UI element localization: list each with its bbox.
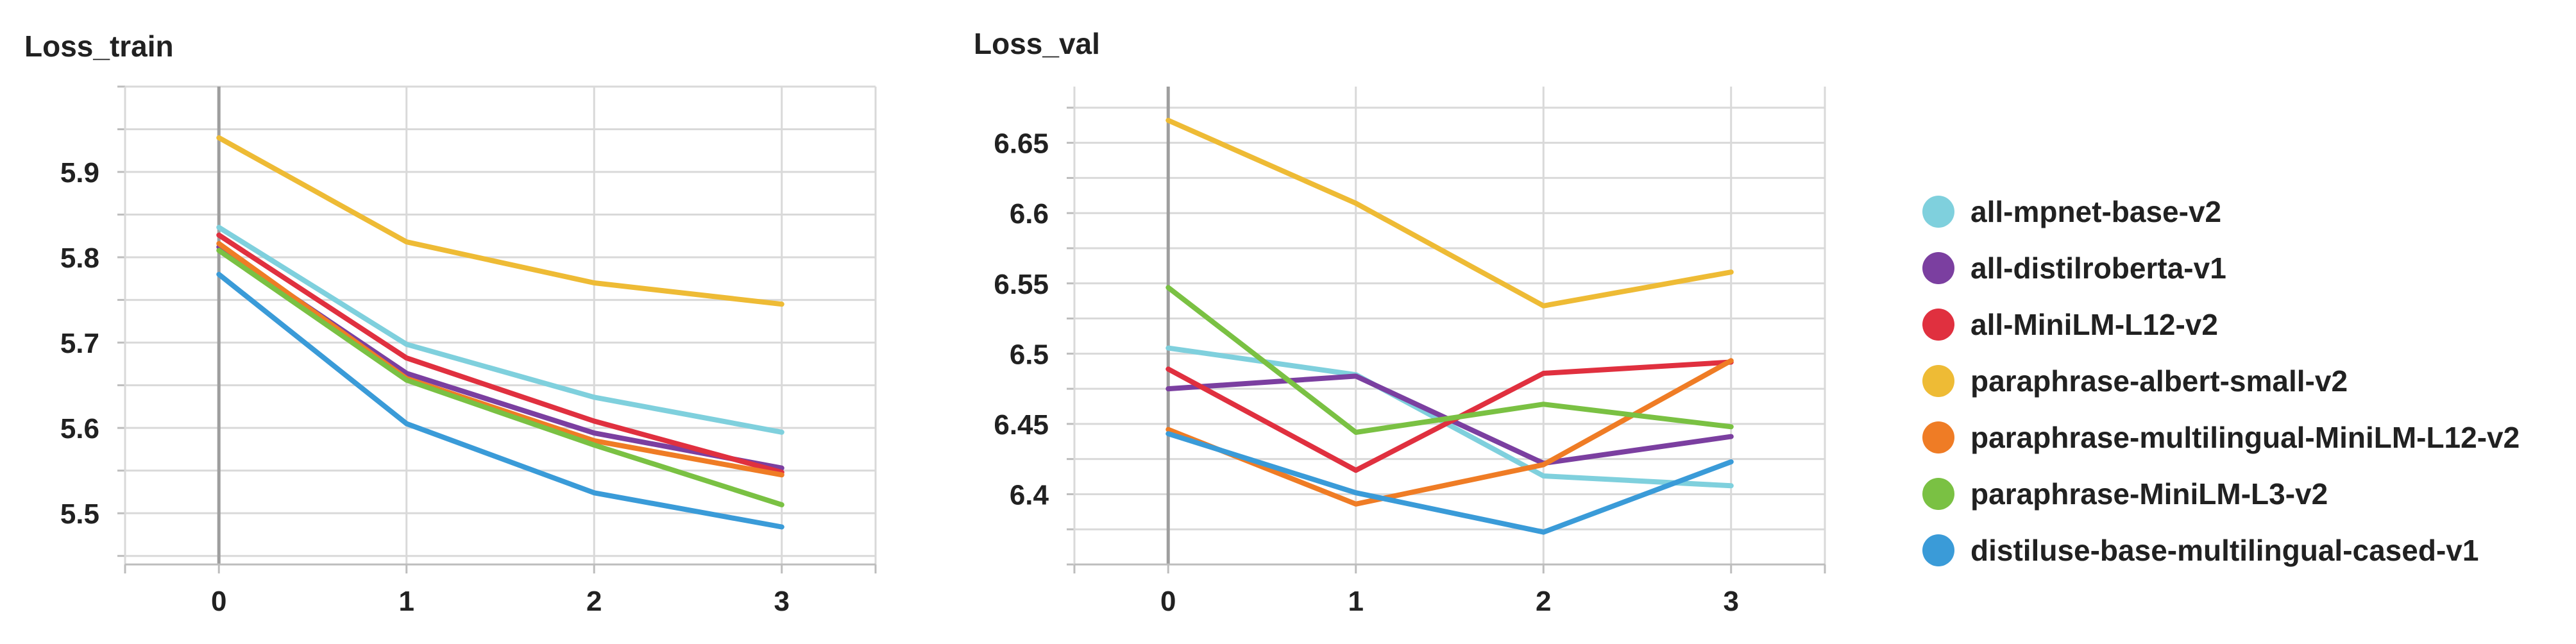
legend-label-paraphrase-multilingual-minilm-l12-v2: paraphrase-multilingual-MiniLM-L12-v2 xyxy=(1970,421,2520,454)
chart-legend: all-mpnet-base-v2 all-distilroberta-v1 all… xyxy=(1922,195,2520,567)
loss-val-y-tick-label: 6.65 xyxy=(994,128,1049,160)
loss-val-chart: Loss_val 6.4 6.45 6.5 6.55 6.6 6.65 0 1 2 3 xyxy=(974,27,1826,617)
loss-val-grid xyxy=(1067,87,1826,573)
loss-val-series-line-paraphrase-multilingual-minilm-l12-v2 xyxy=(1165,358,1734,507)
loss-val-series-line-all-minilm-l12-v2 xyxy=(1165,359,1734,473)
loss-train-y-tick-label: 5.6 xyxy=(60,413,99,445)
loss-train-series-line-all-minilm-l12-v2 xyxy=(216,232,784,475)
loss-val-series-line-paraphrase-minilm-l3-v2 xyxy=(1165,285,1734,435)
loss-val-y-tick-label: 6.5 xyxy=(1010,339,1049,370)
loss-train-ticks: 5.5 5.6 5.7 5.8 5.9 0 1 2 3 xyxy=(60,157,790,617)
loss-train-series xyxy=(216,135,784,530)
legend-label-paraphrase-minilm-l3-v2: paraphrase-MiniLM-L3-v2 xyxy=(1970,477,2328,511)
loss-val-x-tick-label: 2 xyxy=(1536,586,1551,617)
loss-train-y-tick-label: 5.9 xyxy=(60,157,99,189)
chart-title-loss-val: Loss_val xyxy=(974,27,1100,60)
loss-val-y-tick-label: 6.4 xyxy=(1010,479,1049,511)
loss-train-series-line-distiluse-base-multilingual-cased-v1 xyxy=(216,271,784,530)
loss-val-y-tick-label: 6.6 xyxy=(1010,198,1049,230)
loss-val-y-tick-label: 6.45 xyxy=(994,409,1049,441)
loss-val-series xyxy=(1165,117,1734,535)
loss-val-x-tick-label: 1 xyxy=(1348,586,1364,617)
legend-swatch-paraphrase-multilingual-minilm-l12-v2 xyxy=(1922,421,1954,453)
chart-title-loss-train: Loss_train xyxy=(24,30,174,63)
loss-train-y-tick-label: 5.5 xyxy=(60,498,99,530)
legend-swatch-paraphrase-minilm-l3-v2 xyxy=(1922,478,1954,510)
loss-train-series-line-paraphrase-minilm-l3-v2 xyxy=(216,248,784,507)
loss-train-series-line-paraphrase-multilingual-minilm-l12-v2 xyxy=(216,241,784,478)
loss-train-x-tick-label: 3 xyxy=(774,586,790,617)
legend-swatch-paraphrase-albert-small-v2 xyxy=(1922,365,1954,397)
loss-train-chart: Loss_train 5.5 5.6 5.7 5.8 5.9 0 1 2 3 xyxy=(24,30,877,617)
loss-train-x-tick-label: 2 xyxy=(586,586,602,617)
legend-label-all-mpnet-base-v2: all-mpnet-base-v2 xyxy=(1970,195,2221,228)
legend-swatch-all-minilm-l12-v2 xyxy=(1922,309,1954,341)
loss-train-y-tick-label: 5.7 xyxy=(60,328,99,359)
loss-val-y-tick-label: 6.55 xyxy=(994,269,1049,300)
legend-label-distiluse-base-multilingual-cased-v1: distiluse-base-multilingual-cased-v1 xyxy=(1970,534,2479,567)
legend-swatch-distiluse-base-multilingual-cased-v1 xyxy=(1922,534,1954,566)
loss-val-x-tick-label: 0 xyxy=(1160,586,1176,617)
legend-label-paraphrase-albert-small-v2: paraphrase-albert-small-v2 xyxy=(1970,364,2348,398)
loss-train-x-tick-label: 0 xyxy=(211,586,226,617)
legend-swatch-all-mpnet-base-v2 xyxy=(1922,196,1954,228)
loss-val-series-line-distiluse-base-multilingual-cased-v1 xyxy=(1165,431,1734,535)
loss-val-ticks: 6.4 6.45 6.5 6.55 6.6 6.65 0 1 2 3 xyxy=(994,128,1739,617)
loss-val-x-tick-label: 3 xyxy=(1724,586,1739,617)
loss-val-series-line-paraphrase-albert-small-v2 xyxy=(1165,117,1734,309)
loss-train-series-line-paraphrase-albert-small-v2 xyxy=(216,135,784,307)
loss-train-series-line-all-mpnet-base-v2 xyxy=(216,225,784,435)
loss-train-x-tick-label: 1 xyxy=(399,586,414,617)
legend-swatch-all-distilroberta-v1 xyxy=(1922,252,1954,284)
legend-label-all-minilm-l12-v2: all-MiniLM-L12-v2 xyxy=(1970,308,2218,341)
legend-label-all-distilroberta-v1: all-distilroberta-v1 xyxy=(1970,251,2226,285)
loss-train-y-tick-label: 5.8 xyxy=(60,242,99,274)
